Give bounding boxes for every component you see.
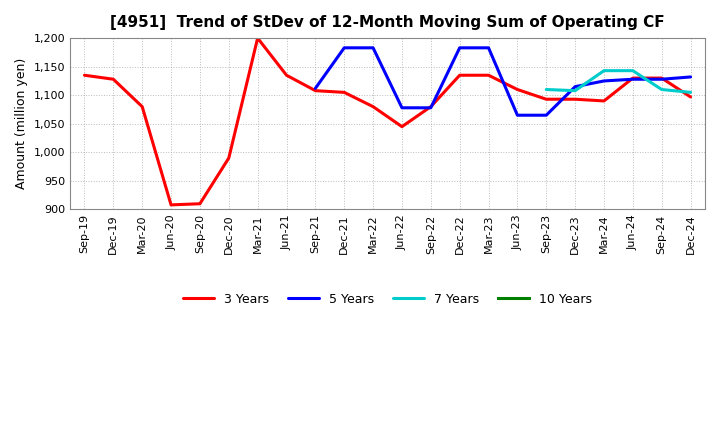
7 Years: [542, 87, 551, 92]
Legend: 3 Years, 5 Years, 7 Years, 10 Years: 3 Years, 5 Years, 7 Years, 10 Years: [178, 288, 598, 311]
3 Years: [138, 104, 146, 109]
7 Years: [629, 68, 637, 73]
Line: 5 Years: 5 Years: [315, 48, 690, 115]
7 Years: [600, 68, 608, 73]
5 Years: [455, 45, 464, 51]
5 Years: [397, 105, 406, 110]
Line: 3 Years: 3 Years: [84, 38, 690, 205]
3 Years: [629, 75, 637, 81]
7 Years: [657, 87, 666, 92]
Line: 7 Years: 7 Years: [546, 71, 690, 92]
5 Years: [340, 45, 348, 51]
7 Years: [686, 90, 695, 95]
5 Years: [485, 45, 493, 51]
3 Years: [571, 97, 580, 102]
5 Years: [311, 86, 320, 91]
Y-axis label: Amount (million yen): Amount (million yen): [15, 58, 28, 189]
3 Years: [513, 87, 522, 92]
3 Years: [311, 88, 320, 93]
3 Years: [485, 73, 493, 78]
3 Years: [225, 155, 233, 161]
5 Years: [369, 45, 377, 51]
5 Years: [657, 77, 666, 82]
5 Years: [629, 77, 637, 82]
3 Years: [657, 75, 666, 81]
3 Years: [397, 124, 406, 129]
3 Years: [600, 98, 608, 103]
3 Years: [426, 104, 435, 109]
3 Years: [686, 94, 695, 99]
3 Years: [253, 36, 262, 41]
5 Years: [686, 74, 695, 80]
3 Years: [282, 73, 291, 78]
3 Years: [80, 73, 89, 78]
5 Years: [513, 113, 522, 118]
Title: [4951]  Trend of StDev of 12-Month Moving Sum of Operating CF: [4951] Trend of StDev of 12-Month Moving…: [110, 15, 665, 30]
3 Years: [109, 77, 117, 82]
3 Years: [542, 97, 551, 102]
3 Years: [196, 201, 204, 206]
5 Years: [571, 84, 580, 89]
5 Years: [426, 105, 435, 110]
3 Years: [340, 90, 348, 95]
7 Years: [571, 88, 580, 93]
5 Years: [600, 78, 608, 84]
3 Years: [369, 104, 377, 109]
3 Years: [167, 202, 176, 208]
5 Years: [542, 113, 551, 118]
3 Years: [455, 73, 464, 78]
